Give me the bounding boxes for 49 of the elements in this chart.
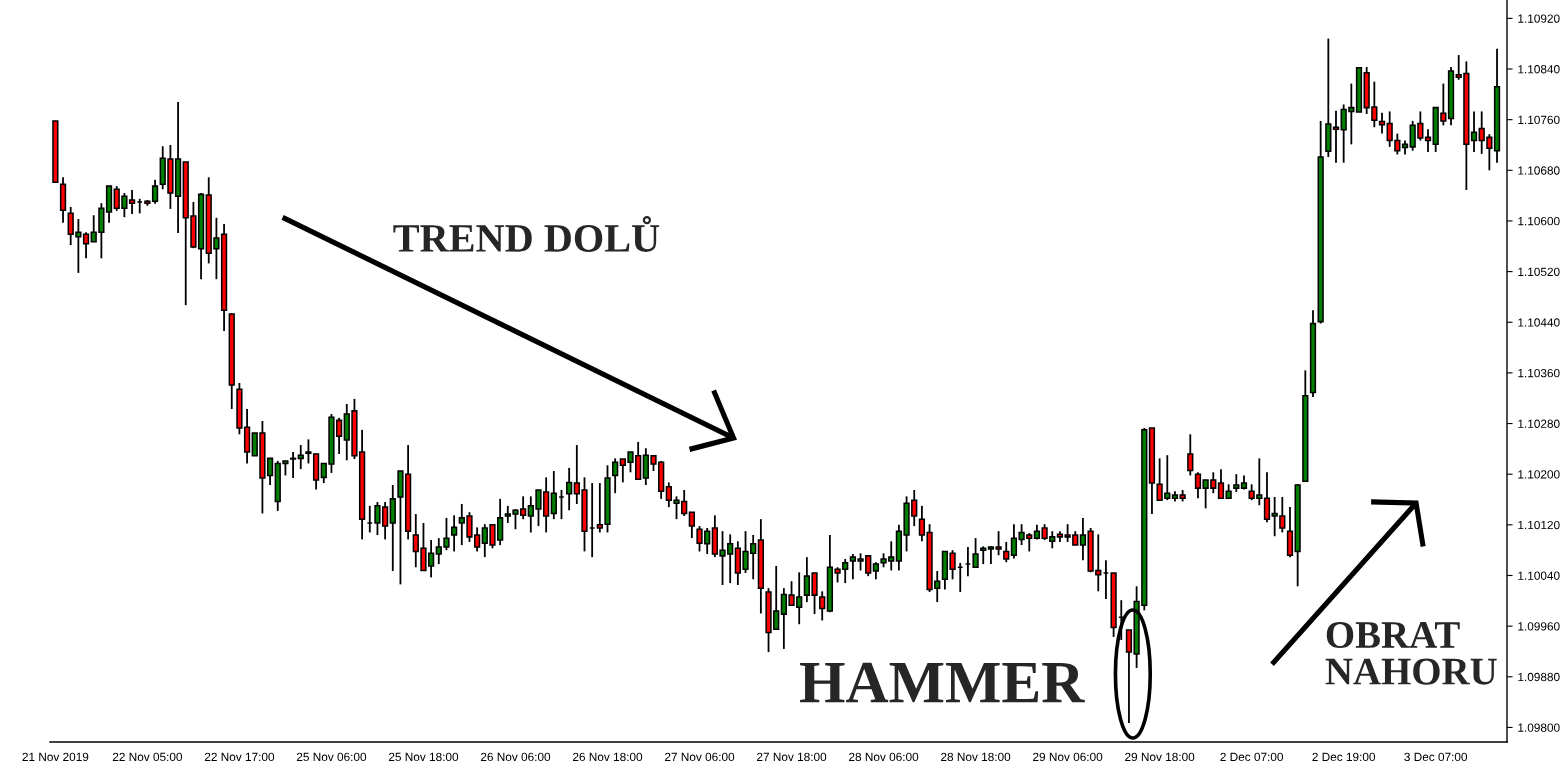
x-tick-label: 22 Nov 17:00: [204, 752, 275, 762]
y-tick-label: 1.09960: [1518, 622, 1560, 631]
y-tick-label: 1.10680: [1518, 166, 1560, 175]
candlestick: [972, 537, 979, 569]
y-tick-label: 1.10920: [1518, 14, 1560, 23]
x-tick-label: 2 Dec 19:00: [1312, 752, 1376, 762]
y-tick-label: 1.10440: [1518, 318, 1560, 327]
candlestick: [612, 457, 619, 495]
x-tick-label: 26 Nov 18:00: [572, 752, 643, 762]
candlestick: [1263, 471, 1271, 524]
x-tick-label: 25 Nov 06:00: [296, 752, 367, 762]
annotation: HAMMER: [800, 662, 1085, 703]
candlestick: [566, 466, 573, 512]
candlestick: [819, 590, 826, 622]
x-tick-label: 22 Nov 05:00: [112, 752, 183, 762]
candlestick: [1332, 109, 1340, 164]
candlestick: [1003, 541, 1010, 564]
y-tick-label: 1.10840: [1518, 65, 1560, 74]
x-tick-label: 27 Nov 18:00: [757, 752, 827, 762]
x-tick-label: 25 Nov 18:00: [388, 752, 459, 762]
candlestick: [1187, 433, 1194, 477]
candlestick: [688, 511, 695, 540]
candlestick: [1470, 110, 1478, 153]
y-tick-label: 1.10120: [1518, 520, 1560, 530]
x-tick-label: 29 Nov 06:00: [1033, 752, 1103, 762]
y-tick-label: 1.10600: [1518, 216, 1560, 226]
y-tick-label: 1.10200: [1518, 470, 1560, 479]
y-tick-label: 1.09880: [1518, 672, 1560, 682]
x-tick-label: 3 Dec 07:00: [1404, 752, 1468, 762]
x-tick-label: 29 Nov 18:00: [1125, 752, 1195, 762]
y-tick-label: 1.10040: [1518, 571, 1560, 580]
x-tick-label: 26 Nov 06:00: [480, 752, 551, 762]
candlestick: [550, 470, 557, 521]
x-tick-label: 27 Nov 06:00: [665, 752, 735, 762]
y-tick-label: 1.10760: [1518, 115, 1560, 125]
candlestick: [289, 451, 297, 479]
x-tick-label: 2 Dec 07:00: [1220, 752, 1284, 762]
x-tick-label: 28 Nov 18:00: [941, 752, 1011, 762]
annotation: OBRAT NAHORU: [1325, 621, 1497, 685]
candlestick: [297, 444, 304, 471]
y-tick-label: 1.10360: [1518, 368, 1560, 378]
candlestick: [450, 514, 458, 553]
x-tick-label: 21 Nov 2019: [22, 752, 89, 762]
y-tick-label: 1.10280: [1518, 419, 1560, 428]
y-tick-label: 1.09800: [1518, 723, 1560, 732]
annotation: TREND DOLŮ: [393, 215, 660, 252]
x-tick-label: 28 Nov 06:00: [849, 752, 919, 762]
y-tick-label: 1.10520: [1518, 267, 1560, 276]
candlestick: [980, 545, 987, 566]
